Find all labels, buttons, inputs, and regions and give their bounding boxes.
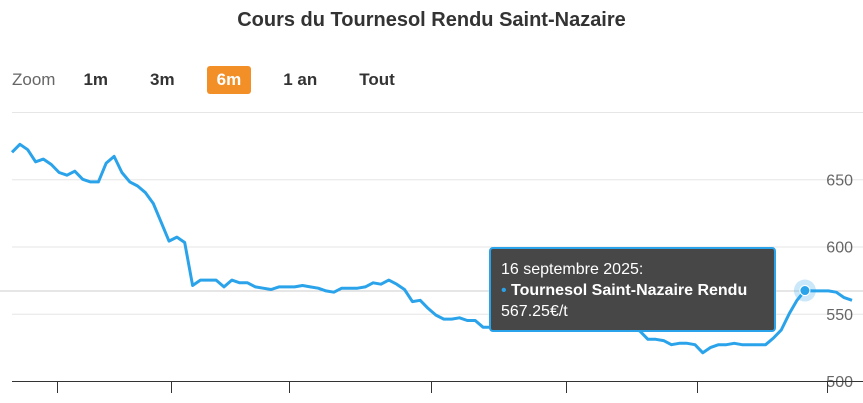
- zoom-button-1an[interactable]: 1 an: [283, 70, 318, 89]
- zoom-button-1m[interactable]: 1m: [83, 70, 109, 89]
- y-tick-label: 650: [826, 172, 853, 189]
- zoom-bar: Zoom 1m 3m 6m 1 an Tout: [12, 66, 427, 94]
- y-tick-label: 500: [826, 374, 853, 391]
- tooltip-series-name: Tournesol Saint-Nazaire Rendu: [511, 282, 748, 299]
- highlight-point: [799, 285, 811, 297]
- tooltip-date: 16 septembre 2025:: [501, 261, 644, 278]
- tooltip-series-row: • Tournesol Saint-Nazaire Rendu: [501, 280, 764, 301]
- zoom-button-6m[interactable]: 6m: [206, 66, 252, 94]
- zoom-button-tout[interactable]: Tout: [359, 70, 395, 89]
- series-dot-icon: •: [501, 282, 512, 299]
- tooltip-value: 567.25€/t: [501, 303, 568, 320]
- chart-title: Cours du Tournesol Rendu Saint-Nazaire: [237, 9, 626, 31]
- zoom-label: Zoom: [12, 70, 56, 89]
- chart-tooltip: 16 septembre 2025: • Tournesol Saint-Naz…: [489, 247, 776, 332]
- zoom-button-3m[interactable]: 3m: [150, 70, 175, 89]
- y-tick-label: 550: [826, 307, 853, 324]
- y-tick-label: 600: [826, 240, 853, 257]
- series-line: [10, 142, 853, 355]
